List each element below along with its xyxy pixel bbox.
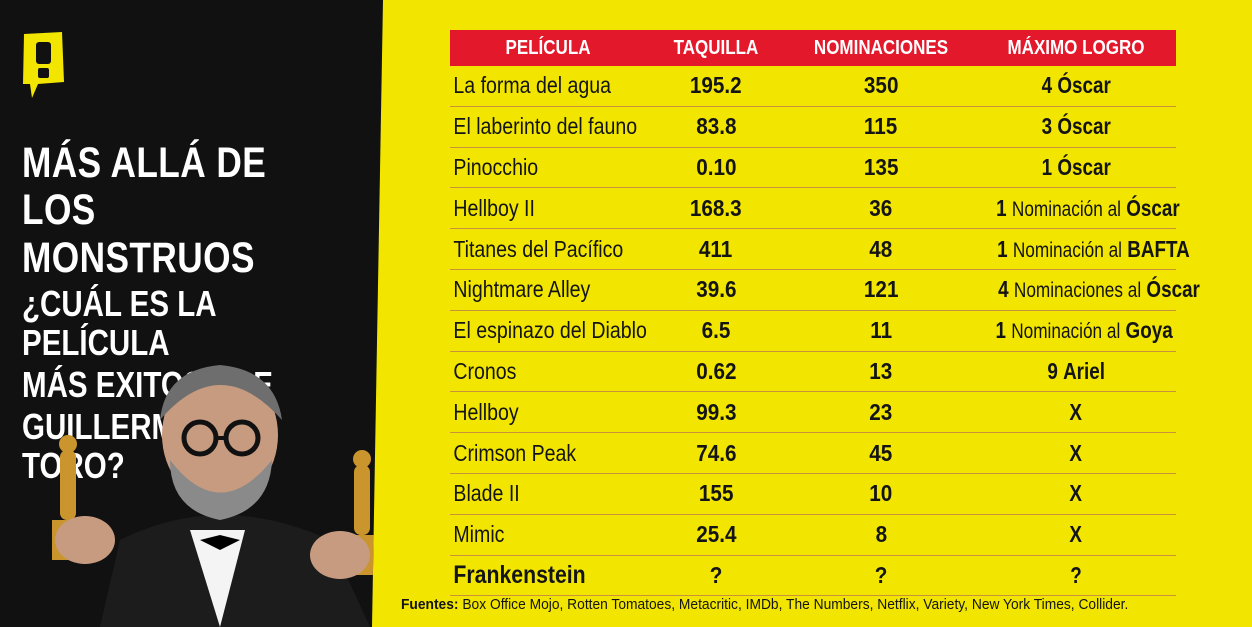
cell-max-achievement: 1 Nominación al BAFTA	[997, 235, 1190, 262]
cell-nominations: 36	[869, 194, 893, 221]
cell-film: El laberinto del fauno	[453, 113, 638, 140]
header-film: PELÍCULA	[505, 36, 591, 59]
cell-film: Titanes del Pacífico	[453, 235, 624, 262]
cell-box-office: 99.3	[695, 398, 737, 425]
cell-max-achievement: 1 Óscar	[1041, 153, 1111, 180]
cell-nominations: 121	[863, 276, 899, 303]
box-office-table: PELÍCULA TAQUILLA NOMINACIONES MÁXIMO LO…	[450, 30, 1200, 597]
table-row: Cronos 0.62 13 9 Ariel	[450, 352, 1176, 393]
cell-film: Frankenstein	[453, 560, 586, 589]
cell-max-achievement: 1 Nominación al Óscar	[996, 194, 1180, 221]
exclamation-logo-icon	[23, 32, 64, 98]
header-max-achievement: MÁXIMO LOGRO	[1007, 36, 1145, 59]
cell-max-achievement: 4 Nominaciones al Óscar	[998, 276, 1200, 303]
table-header: PELÍCULA TAQUILLA NOMINACIONES MÁXIMO LO…	[450, 30, 1176, 66]
table-row: Nightmare Alley 39.6 121 4 Nominaciones al …	[450, 270, 1200, 311]
cell-box-office: 83.8	[695, 113, 737, 140]
table-row: La forma del agua 195.2 350 4 Óscar	[450, 66, 1176, 107]
cell-max-achievement: ?	[1070, 561, 1082, 588]
cell-nominations: 135	[863, 153, 899, 180]
table-row: Crimson Peak 74.6 45 X	[450, 433, 1176, 474]
cell-nominations: 115	[864, 113, 898, 140]
cell-max-achievement: 4 Óscar	[1041, 72, 1111, 99]
cell-box-office: 168.3	[690, 194, 742, 221]
header-box-office: TAQUILLA	[673, 36, 759, 59]
cell-box-office: 6.5	[701, 317, 731, 344]
headline-line-2: LOS MONSTRUOS	[22, 186, 255, 282]
cell-film: Crimson Peak	[453, 439, 577, 466]
left-panel: MÁS ALLÁ DE LOS MONSTRUOS ¿CUÁL ES LA PE…	[0, 0, 383, 627]
sources-label: Fuentes:	[401, 596, 459, 613]
table-row: El laberinto del fauno 83.8 115 3 Óscar	[450, 107, 1176, 148]
cell-film: Cronos	[453, 357, 517, 384]
cell-max-achievement: X	[1069, 439, 1083, 466]
header-nominations: NOMINACIONES	[813, 36, 949, 59]
table-row: Titanes del Pacífico 411 48 1 Nominación al…	[450, 229, 1190, 270]
headline-line-3: ¿CUÁL ES LA PELÍCULA	[22, 282, 216, 364]
cell-box-office: 25.4	[695, 521, 737, 548]
cell-box-office: 195.2	[690, 72, 742, 99]
cell-nominations: 11	[870, 317, 892, 344]
cell-max-achievement: 3 Óscar	[1041, 113, 1111, 140]
cell-film: Pinocchio	[453, 153, 539, 180]
cell-nominations: 10	[869, 480, 893, 507]
table-row: Frankenstein?? ?	[450, 556, 1176, 597]
cell-film: La forma del agua	[453, 72, 611, 99]
cell-film: El espinazo del Diablo	[453, 317, 647, 344]
cell-max-achievement: 9 Ariel	[1047, 357, 1105, 384]
table-row: Mimic 25.4 8 X	[450, 515, 1176, 556]
cell-box-office: 155	[698, 480, 734, 507]
cell-film: Nightmare Alley	[453, 276, 591, 303]
director-photo	[52, 365, 380, 627]
table-row: Hellboy 99.3 23 X	[450, 392, 1176, 434]
cell-box-office: 0.62	[695, 357, 737, 384]
cell-box-office: 411	[699, 235, 733, 262]
cell-max-achievement: 1 Nominación al Goya	[995, 317, 1173, 344]
cell-nominations: 13	[869, 357, 893, 384]
cell-film: Hellboy	[453, 398, 519, 425]
cell-box-office: 39.6	[695, 276, 737, 303]
cell-box-office: 74.6	[695, 439, 737, 466]
headline-line-1: MÁS ALLÁ DE	[22, 139, 267, 187]
table-row: Hellboy II 168.3 36 1 Nominación al Óscar	[450, 188, 1180, 230]
table-row: Pinocchio 0.10 135 1 Óscar	[450, 148, 1176, 189]
cell-film: Hellboy II	[453, 194, 535, 221]
cell-box-office: 0.10	[695, 153, 737, 180]
table-row: Blade II 155 10 X	[450, 474, 1176, 515]
cell-nominations: ?	[874, 561, 888, 588]
cell-nominations: 350	[863, 72, 899, 99]
cell-nominations: 48	[869, 235, 893, 262]
cell-nominations: 23	[869, 398, 893, 425]
sources-text: Box Office Mojo, Rotten Tomatoes, Metacr…	[462, 596, 1129, 613]
cell-max-achievement: X	[1069, 521, 1083, 548]
sources-note: Fuentes: Box Office Mojo, Rotten Tomatoe…	[401, 596, 1128, 613]
cell-nominations: 45	[869, 439, 893, 466]
cell-max-achievement: X	[1069, 480, 1083, 507]
cell-max-achievement: X	[1069, 398, 1083, 425]
cell-film: Blade II	[453, 480, 520, 507]
cell-nominations: 8	[875, 521, 887, 548]
table-row: El espinazo del Diablo 6.5 11 1 Nominación …	[450, 311, 1176, 352]
cell-film: Mimic	[453, 521, 505, 548]
cell-box-office: ?	[709, 561, 723, 588]
